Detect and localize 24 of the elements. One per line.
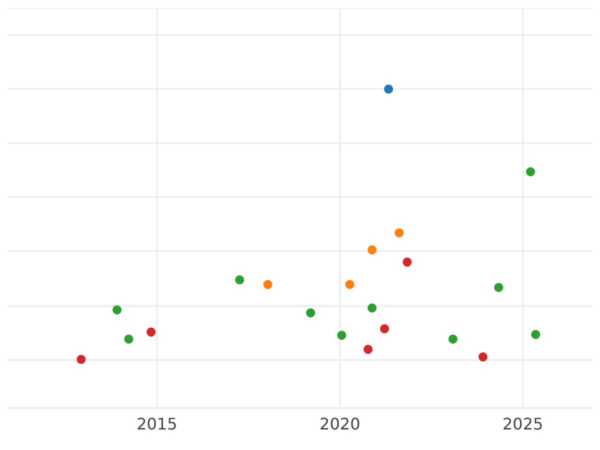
point [494, 282, 504, 292]
point [76, 354, 86, 364]
point [146, 328, 156, 337]
point [364, 344, 373, 354]
point [380, 324, 390, 334]
point [478, 352, 488, 362]
point [112, 305, 122, 314]
point [526, 167, 536, 176]
point [368, 304, 377, 312]
point [394, 228, 404, 238]
point [337, 330, 346, 340]
x-tick-label: 2020 [320, 414, 360, 434]
point [345, 280, 354, 289]
point [306, 308, 316, 318]
point [531, 330, 540, 339]
point [235, 275, 244, 284]
point [368, 245, 377, 254]
x-tick-label: 2025 [502, 414, 544, 434]
point [402, 258, 412, 267]
point [448, 334, 458, 344]
point [263, 280, 272, 289]
point [384, 84, 394, 94]
x-tick-label: 2015 [136, 414, 178, 434]
point [124, 334, 134, 344]
